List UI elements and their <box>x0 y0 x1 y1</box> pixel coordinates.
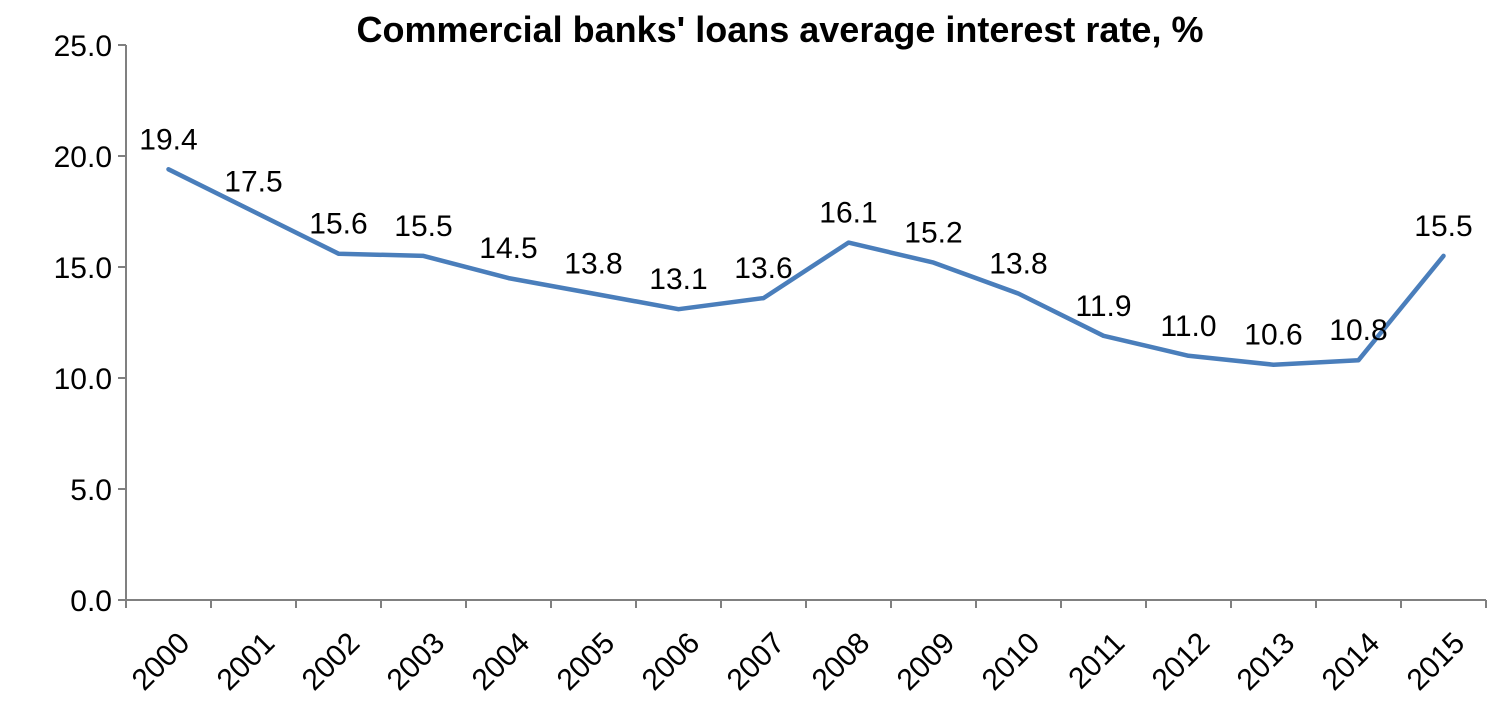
data-label: 13.8 <box>564 248 622 281</box>
data-label: 16.1 <box>819 197 877 230</box>
data-labels-group: 19.4 17.5 15.6 15.5 14.5 13.8 13.1 13.6 16.1 15.2… <box>139 123 1472 351</box>
data-label: 17.5 <box>224 166 282 199</box>
series-group <box>166 167 1446 367</box>
x-tick-label: 2004 <box>466 626 537 697</box>
data-label: 14.5 <box>479 232 537 265</box>
data-label: 11.9 <box>1075 290 1131 323</box>
x-tick-label: 2008 <box>806 626 877 697</box>
x-axis: 2000 2001 2002 2003 2004 2005 2006 2007 2008 2009… <box>125 599 1487 697</box>
x-tick-label: 2010 <box>976 626 1047 697</box>
data-label: 11.0 <box>1160 310 1216 343</box>
y-tick-label: 10.0 <box>54 363 112 396</box>
chart-title: Commercial banks' loans average interest… <box>357 9 1204 50</box>
x-tick-label: 2009 <box>891 626 962 697</box>
x-tick-label: 2011 <box>1062 626 1131 695</box>
x-tick-label: 2015 <box>1401 626 1472 697</box>
y-axis: 0.0 5.0 10.0 15.0 20.0 25.0 <box>54 30 127 618</box>
data-label: 19.4 <box>139 123 197 156</box>
data-label: 13.8 <box>989 248 1047 281</box>
y-tick-label: 15.0 <box>54 252 112 285</box>
x-tick-label: 2013 <box>1231 626 1302 697</box>
data-label: 15.6 <box>309 208 367 241</box>
y-tick-label: 0.0 <box>70 585 112 618</box>
x-tick-label: 2000 <box>126 626 197 697</box>
series-line <box>166 167 1446 367</box>
x-tick-label: 2006 <box>636 626 707 697</box>
y-tick-label: 20.0 <box>54 141 112 174</box>
data-label: 15.5 <box>394 210 452 243</box>
data-label: 15.5 <box>1414 210 1472 243</box>
x-tick-label: 2001 <box>211 626 282 697</box>
x-tick-label: 2005 <box>551 626 622 697</box>
x-tick-label: 2002 <box>296 626 367 697</box>
y-tick-label: 25.0 <box>54 30 112 63</box>
data-label: 13.1 <box>649 263 707 296</box>
data-label: 13.6 <box>734 252 792 285</box>
x-tick-label: 2014 <box>1316 626 1387 697</box>
data-label: 10.6 <box>1244 319 1302 352</box>
x-tick-label: 2003 <box>381 626 452 697</box>
data-label: 15.2 <box>904 217 962 250</box>
data-label: 10.8 <box>1329 314 1387 347</box>
x-tick-label: 2012 <box>1146 626 1217 697</box>
x-tick-label: 2007 <box>721 626 792 697</box>
y-tick-label: 5.0 <box>70 474 112 507</box>
